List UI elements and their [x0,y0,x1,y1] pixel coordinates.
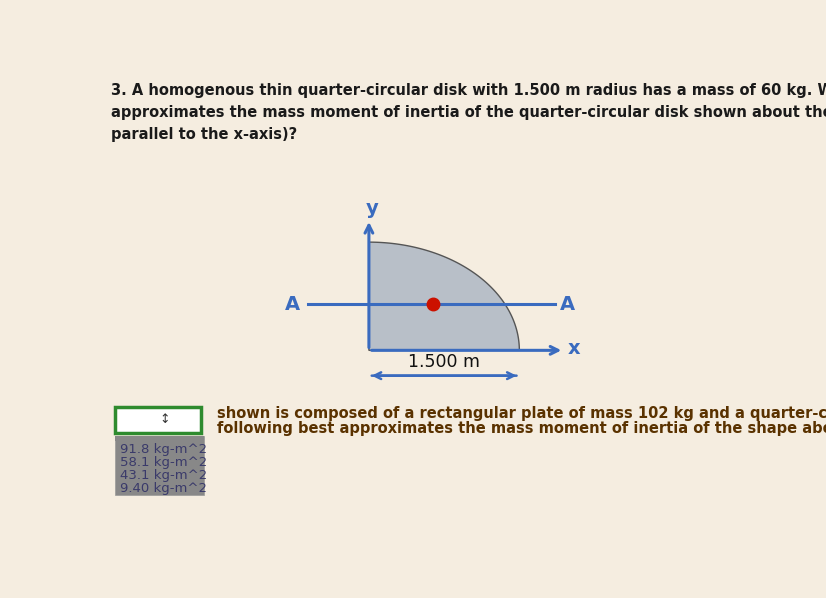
FancyBboxPatch shape [115,435,204,441]
Text: 3. A homogenous thin quarter-circular disk with 1.500 m radius has a mass of 60 : 3. A homogenous thin quarter-circular di… [111,83,826,98]
Text: shown is composed of a rectangular plate of mass 102 kg and a quarter-circular p: shown is composed of a rectangular plate… [217,407,826,422]
Polygon shape [369,242,520,350]
Text: 9.40 kg-m^2: 9.40 kg-m^2 [120,483,206,496]
Text: ↕: ↕ [159,413,170,426]
Text: approximates the mass moment of inertia of the quarter-circular disk shown about: approximates the mass moment of inertia … [111,105,826,120]
Text: following best approximates the mass moment of inertia of the shape about the y-: following best approximates the mass mom… [217,421,826,436]
Text: 58.1 kg-m^2: 58.1 kg-m^2 [120,456,207,469]
Text: parallel to the x-axis)?: parallel to the x-axis)? [111,127,297,142]
FancyBboxPatch shape [115,435,204,495]
Text: 1.500 m: 1.500 m [408,353,480,371]
Text: 91.8 kg-m^2: 91.8 kg-m^2 [120,443,207,456]
FancyBboxPatch shape [115,407,202,433]
Text: A: A [560,295,575,314]
Text: A: A [284,295,300,314]
Text: 43.1 kg-m^2: 43.1 kg-m^2 [120,469,207,482]
Text: y: y [366,200,378,218]
Text: x: x [567,338,580,358]
